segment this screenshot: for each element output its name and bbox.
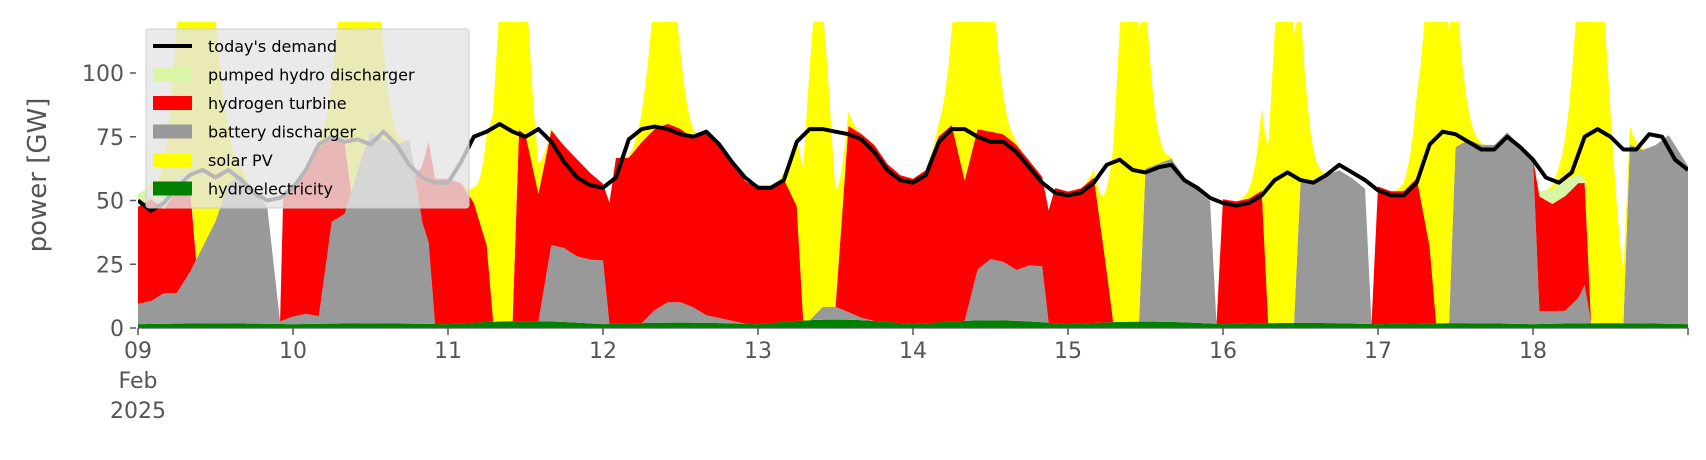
series-solar-pv: [138, 22, 1688, 325]
y-axis-label: power [GW]: [23, 98, 53, 253]
legend-label: today's demand: [208, 37, 337, 56]
x-tick-label: 16: [1209, 339, 1237, 364]
area-hydroelectricity: [138, 319, 1688, 328]
x-tick-label: 18: [1519, 339, 1547, 364]
y-tick-label: 25: [96, 253, 124, 278]
legend-label: battery discharger: [208, 123, 356, 142]
x-tick-label: Feb: [119, 369, 158, 394]
legend-swatch: [153, 67, 192, 82]
x-tick-label: 13: [744, 339, 772, 364]
legend-swatch: [153, 153, 192, 167]
legend-label: pumped hydro discharger: [208, 66, 415, 85]
area-hydrogen-turbine: [138, 123, 1688, 325]
x-tick-label: 15: [1054, 339, 1082, 364]
x-tick-label: 17: [1364, 339, 1392, 364]
series-hydrogen-turbine: [138, 123, 1688, 325]
x-tick-label: 10: [279, 339, 307, 364]
legend-swatch: [153, 124, 192, 139]
x-tick-label: 12: [589, 339, 617, 364]
area-battery-discharger: [138, 132, 1688, 325]
x-tick-label: 2025: [110, 399, 166, 424]
y-tick-label: 50: [96, 190, 124, 215]
legend-label: hydrogen turbine: [208, 94, 347, 113]
legend: today's demand pumped hydro discharger hyd…: [145, 28, 470, 209]
y-tick-label: 0: [110, 317, 124, 342]
y-tick-label: 100: [82, 62, 124, 87]
legend-label: solar PV: [208, 151, 273, 170]
x-tick-label: 09: [124, 339, 152, 364]
series-battery-discharger: [138, 132, 1688, 325]
legend-swatch: [153, 181, 192, 196]
legend-label: hydroelectricity: [208, 180, 333, 199]
axes: 0 25 50 75 100 09 Feb 2025 10 11 12 13 14 15 16 17 18: [82, 62, 1689, 424]
y-tick-label: 75: [96, 126, 124, 151]
series-hydroelectricity: [138, 319, 1688, 328]
x-tick-label: 11: [434, 339, 462, 364]
area-solar-pv: [138, 22, 1688, 325]
legend-box: [145, 28, 470, 209]
x-tick-label: 14: [899, 339, 927, 364]
legend-swatch: [153, 96, 192, 110]
